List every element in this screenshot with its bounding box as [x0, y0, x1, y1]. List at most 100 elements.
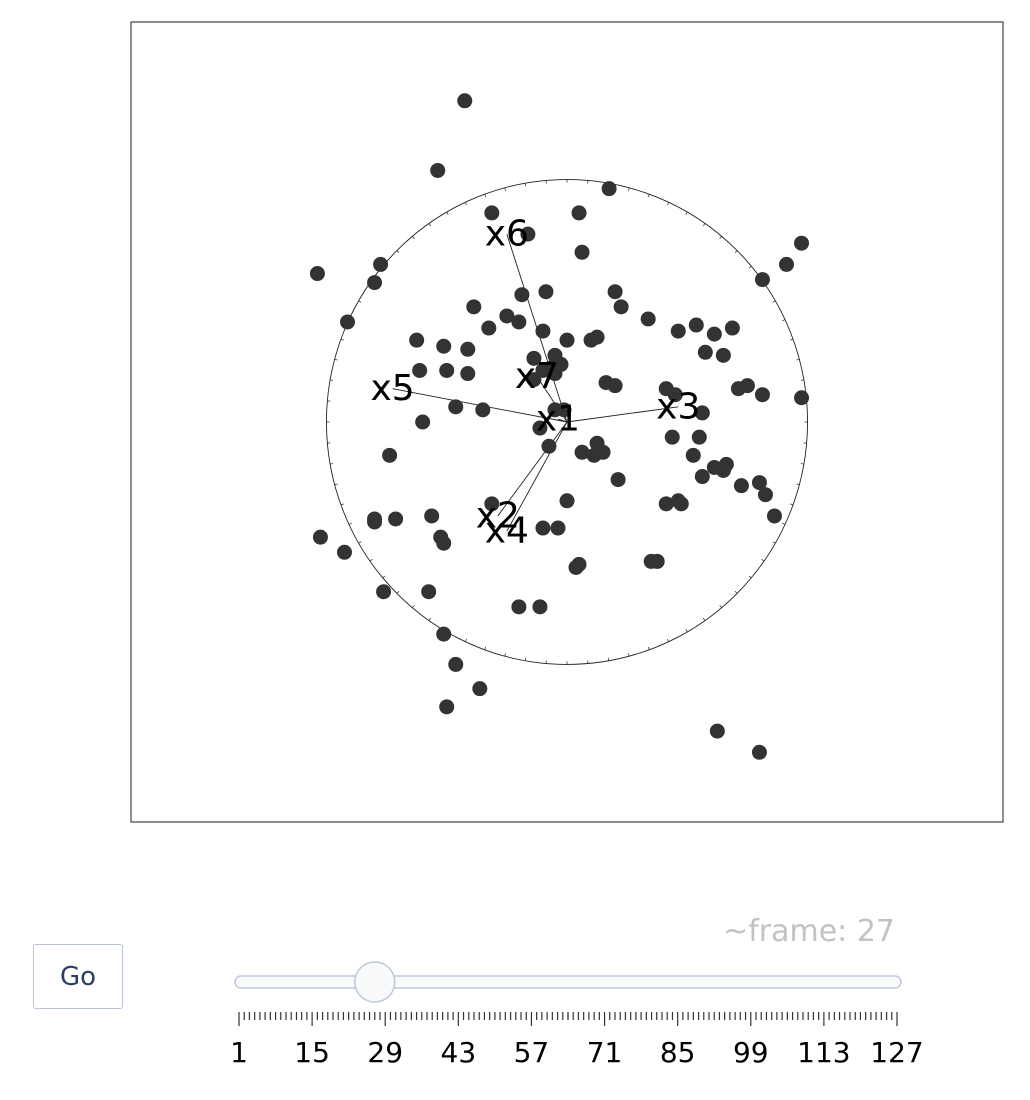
circle-tick — [702, 617, 706, 621]
circle-tick — [428, 223, 432, 227]
data-point — [670, 323, 686, 339]
data-point — [751, 475, 767, 491]
axis-label-x5: x5 — [370, 368, 414, 409]
data-point — [430, 162, 446, 178]
slider-handle[interactable] — [354, 961, 396, 1003]
data-point — [439, 362, 455, 378]
slider-tick-label: 29 — [367, 1036, 403, 1069]
data-point — [751, 744, 767, 760]
data-point — [547, 366, 563, 382]
data-point — [511, 599, 527, 615]
data-point — [541, 438, 557, 454]
circle-tick — [748, 265, 752, 269]
data-point — [673, 496, 689, 512]
circle-tick — [800, 463, 804, 465]
axis-label-x6: x6 — [485, 214, 529, 255]
data-point — [550, 520, 566, 536]
circle-tick — [719, 605, 722, 608]
data-point — [520, 226, 536, 242]
data-point — [610, 472, 626, 488]
data-point — [794, 235, 810, 251]
data-point — [448, 399, 464, 415]
data-point — [664, 429, 680, 445]
data-point — [421, 584, 437, 600]
data-point — [715, 347, 731, 363]
data-point — [535, 323, 551, 339]
circle-tick — [685, 211, 688, 215]
data-point — [583, 332, 599, 348]
data-point — [424, 508, 440, 524]
data-point — [499, 308, 515, 324]
circle-tick — [465, 638, 467, 642]
circle-tick — [340, 338, 344, 341]
data-point — [367, 275, 383, 291]
data-point — [688, 317, 704, 333]
data-point — [649, 553, 665, 569]
data-point — [568, 559, 584, 575]
circle-tick — [524, 183, 527, 187]
data-point — [535, 520, 551, 536]
axis-label-x2: x2 — [476, 495, 520, 536]
circle-tick — [734, 591, 738, 594]
data-point — [472, 681, 488, 697]
data-point — [766, 508, 782, 524]
data-point — [484, 496, 500, 512]
circle-tick — [340, 503, 344, 506]
data-point — [312, 529, 328, 545]
data-point — [586, 447, 602, 463]
circle-tick — [428, 617, 432, 621]
circle-tick — [647, 646, 650, 650]
circle-tick — [628, 187, 630, 191]
data-point — [613, 299, 629, 315]
data-point — [739, 378, 755, 394]
circle-tick — [628, 653, 630, 657]
unit-circle — [325, 179, 809, 665]
tour-plot: x1 x2 x3 x4 x5 x6 x7 — [130, 21, 1004, 823]
data-point — [436, 626, 452, 642]
data-point — [412, 362, 428, 378]
slider-tick-label: 43 — [441, 1036, 477, 1069]
data-point — [559, 332, 575, 348]
frame-readout: ~frame: 27 — [723, 914, 895, 949]
circle-tick — [667, 638, 669, 642]
slider-tick-labels: 1 15 29 43 57 71 85 99 113 127 — [230, 1036, 924, 1069]
frame-slider[interactable]: 1 15 29 43 57 71 85 99 113 127 — [0, 960, 1030, 1070]
circle-tick — [719, 236, 722, 239]
data-point — [685, 447, 701, 463]
data-point — [436, 338, 452, 354]
circle-tick — [348, 522, 352, 525]
data-point — [754, 272, 770, 288]
data-point — [339, 314, 355, 330]
circle-tick — [702, 223, 706, 227]
data-point — [514, 287, 530, 303]
data-point — [415, 414, 431, 430]
data-point — [724, 320, 740, 336]
circle-tick — [524, 657, 527, 661]
data-point — [532, 599, 548, 615]
slider-ticks — [238, 1012, 898, 1026]
circle-tick — [790, 503, 794, 506]
data-point — [460, 341, 476, 357]
circle-tick — [607, 657, 610, 661]
circle-tick — [734, 250, 738, 253]
axis-label-x3: x3 — [656, 386, 700, 427]
slider-tick-label: 99 — [733, 1036, 769, 1069]
slider-tick-label: 15 — [294, 1036, 330, 1069]
slider-track[interactable] — [234, 975, 902, 989]
go-button[interactable]: Go — [33, 944, 123, 1009]
circle-tick — [504, 653, 506, 657]
axis-line-x3 — [566, 406, 679, 423]
data-point — [601, 181, 617, 197]
data-point — [571, 205, 587, 221]
data-point — [436, 535, 452, 551]
data-point — [439, 699, 455, 715]
circle-tick — [369, 559, 373, 562]
circle-tick — [330, 463, 334, 465]
slider-tick-label: 85 — [660, 1036, 696, 1069]
data-point — [694, 469, 710, 485]
data-point — [460, 366, 476, 382]
data-point — [367, 514, 383, 530]
axis-line-x2 — [497, 421, 568, 517]
circle-tick — [685, 629, 688, 633]
data-point — [475, 402, 491, 418]
